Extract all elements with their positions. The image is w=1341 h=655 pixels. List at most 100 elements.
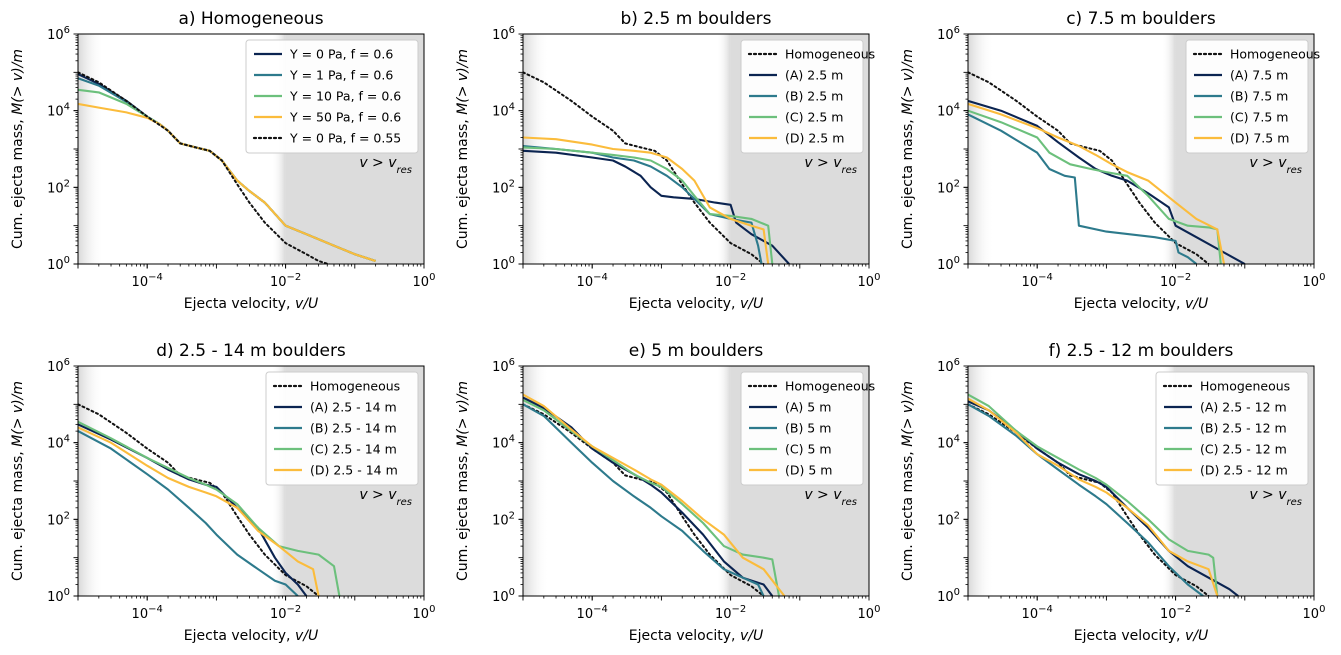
- tick-exp: 0: [64, 255, 70, 266]
- tick-exp: −4: [148, 604, 163, 615]
- tick-exp: 2: [64, 510, 70, 521]
- y-axis-label: Cum. ejecta mass, M(> v)/m: [10, 49, 26, 249]
- legend: Homogeneous (A) 7.5 m (B) 7.5 m (C) 7.5 m (D…: [1185, 39, 1320, 154]
- y-axis-label-text: Cum. ejecta mass,: [900, 115, 916, 249]
- series-lines: [523, 393, 786, 596]
- tick-base: 10: [47, 360, 64, 375]
- annotation-main: v > v: [804, 155, 842, 171]
- x-tick-label: 10−4: [132, 604, 163, 622]
- annotation-sub: res: [397, 497, 412, 508]
- tick-exp: 0: [1319, 604, 1325, 615]
- legend-box: [740, 39, 864, 154]
- x-tick-label: 10−2: [1160, 604, 1191, 622]
- y-axis-label-math: M(> v)/m: [10, 49, 26, 115]
- series-line-C: [523, 146, 774, 264]
- tick-exp: −2: [286, 272, 301, 283]
- series-line-Y0b: [78, 71, 332, 264]
- tick-exp: 6: [954, 25, 960, 36]
- legend: Homogeneous (A) 5 m (B) 5 m (C) 5 m (D) 5 m: [740, 371, 875, 486]
- x-axis-label-text: Ejecta velocity,: [1074, 628, 1185, 644]
- series-line-D: [968, 102, 1226, 264]
- annotation-main: v > v: [1249, 155, 1287, 171]
- tick-exp: 6: [954, 357, 960, 368]
- y-tick-label: 104: [47, 434, 70, 452]
- y-axis-label-text: Cum. ejecta mass,: [900, 447, 916, 581]
- tick-base: 10: [47, 105, 64, 120]
- tick-base: 10: [492, 437, 509, 452]
- legend-label-C: (C) 2.5 - 14 m: [310, 442, 397, 457]
- vres-annotation: v > vres: [1249, 487, 1302, 508]
- legend-label-C: (C) 7.5 m: [1230, 110, 1288, 125]
- series-lines: [968, 71, 1246, 264]
- x-tick-label: 100: [1303, 604, 1326, 622]
- series-line-D: [78, 426, 320, 596]
- legend-label-A: (A) 2.5 - 12 m: [1200, 400, 1287, 415]
- panel-title: a) Homogeneous: [178, 9, 323, 29]
- legend: Y = 0 Pa, f = 0.6 Y = 1 Pa, f = 0.6 Y = 10…: [245, 39, 419, 154]
- tick-base: 10: [1022, 607, 1039, 622]
- tick-exp: 0: [64, 587, 70, 598]
- legend-box: [740, 371, 864, 486]
- series-line-Homogeneous: [523, 71, 765, 264]
- x-axis-label-math: v/U: [1185, 628, 1208, 644]
- vres-annotation: v > vres: [359, 155, 412, 176]
- legend-label-C: (C) 2.5 - 12 m: [1200, 442, 1287, 457]
- shade-fade: [716, 34, 731, 264]
- x-tick-label: 10−4: [577, 604, 608, 622]
- annotation-main: v > v: [804, 487, 842, 503]
- tick-exp: 0: [429, 272, 435, 283]
- tick-exp: 4: [64, 434, 70, 445]
- tick-base: 10: [937, 590, 954, 605]
- legend-label-Y0: Y = 0 Pa, f = 0.6: [289, 47, 393, 62]
- tick-base: 10: [937, 258, 954, 273]
- tick-exp: 0: [954, 587, 960, 598]
- legend-label-B: (B) 5 m: [785, 421, 831, 436]
- tick-exp: 0: [874, 272, 880, 283]
- legend-box: [1155, 371, 1309, 486]
- x-axis-label-math: v/U: [1185, 296, 1208, 312]
- series-line-Homogeneous: [78, 403, 320, 596]
- x-axis-label-text: Ejecta velocity,: [184, 296, 295, 312]
- tick-base: 10: [937, 437, 954, 452]
- legend: Homogeneous (A) 2.5 - 14 m (B) 2.5 - 14 m (…: [265, 371, 419, 486]
- tick-exp: −2: [731, 272, 746, 283]
- y-tick-label: 102: [47, 510, 70, 528]
- legend-label-A: (A) 5 m: [785, 400, 831, 415]
- tick-exp: 2: [509, 178, 515, 189]
- x-tick-label: 10−4: [1022, 272, 1053, 290]
- y-axis-label: Cum. ejecta mass, M(> v)/m: [900, 381, 916, 581]
- annotation-sub: res: [842, 497, 857, 508]
- x-axis-label-math: v/U: [740, 296, 763, 312]
- x-tick-label: 10−2: [270, 272, 301, 290]
- legend-label-Y10: Y = 10 Pa, f = 0.6: [289, 89, 401, 104]
- series-line-D: [523, 393, 786, 596]
- y-tick-label: 104: [937, 102, 960, 120]
- tick-exp: 0: [509, 587, 515, 598]
- y-axis-label: Cum. ejecta mass, M(> v)/m: [900, 49, 916, 249]
- y-axis-label-text: Cum. ejecta mass,: [10, 115, 26, 249]
- tick-base: 10: [47, 590, 64, 605]
- y-axis-label: Cum. ejecta mass, M(> v)/m: [455, 381, 471, 581]
- annotation-main: v > v: [359, 487, 397, 503]
- series-line-D: [523, 136, 770, 264]
- annotation-sub: res: [1287, 165, 1302, 176]
- y-tick-label: 102: [492, 510, 515, 528]
- tick-base: 10: [937, 513, 954, 528]
- y-tick-label: 102: [937, 510, 960, 528]
- series-line-C: [78, 420, 341, 596]
- tick-base: 10: [492, 105, 509, 120]
- y-tick-label: 100: [492, 255, 515, 273]
- x-axis-label-text: Ejecta velocity,: [184, 628, 295, 644]
- tick-exp: 4: [954, 434, 960, 445]
- panel-title: c) 7.5 m boulders: [1066, 9, 1216, 29]
- legend-label-A: (A) 7.5 m: [1230, 68, 1288, 83]
- tick-exp: −4: [593, 272, 608, 283]
- tick-base: 10: [937, 181, 954, 196]
- x-axis-label-text: Ejecta velocity,: [629, 628, 740, 644]
- annotation-sub: res: [842, 165, 857, 176]
- x-axis-label: Ejecta velocity, v/U: [184, 296, 318, 312]
- legend-label-D: (D) 2.5 - 12 m: [1200, 463, 1288, 478]
- legend-label-Homogeneous: Homogeneous: [1200, 379, 1290, 394]
